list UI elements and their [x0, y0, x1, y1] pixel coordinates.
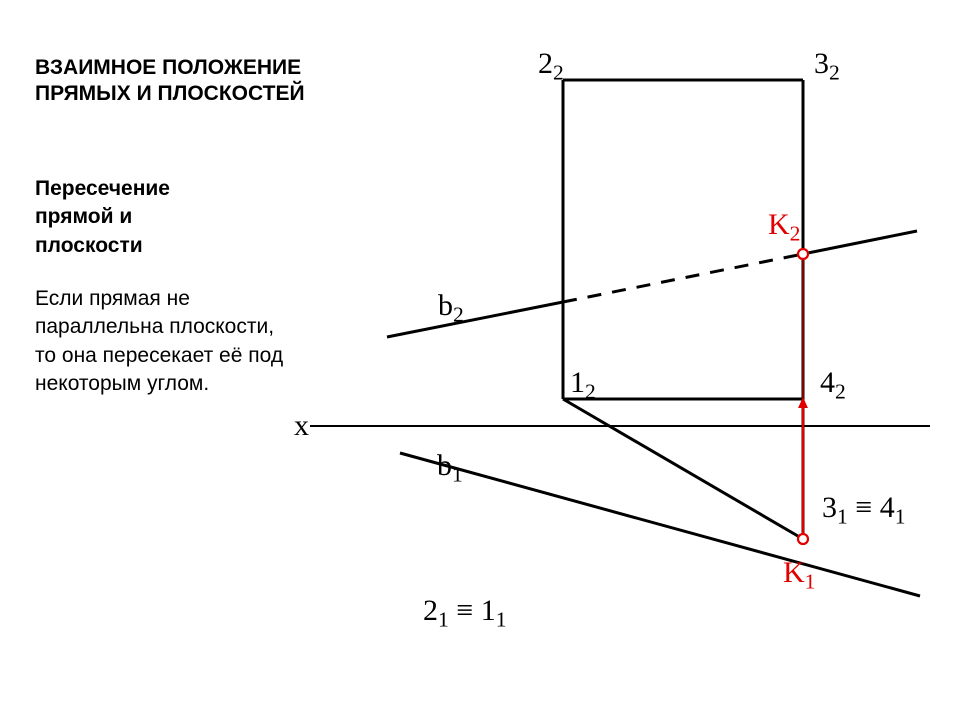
geometry-diagram: 22 32 K2 b2 12 42 x b1 31 ≡ 41K1 21 ≡ 11	[290, 20, 950, 700]
svg-text:b1: b1	[437, 449, 463, 487]
svg-text:42: 42	[820, 366, 846, 404]
svg-text:K2: K2	[768, 208, 800, 246]
svg-text:21 ≡ 11: 21 ≡ 11	[423, 594, 507, 632]
svg-text:31 ≡ 41: 31 ≡ 41	[822, 491, 906, 529]
svg-text:22: 22	[538, 47, 564, 85]
diagram-svg: 22 32 K2 b2 12 42 x b1 31 ≡ 41K1 21 ≡ 11	[290, 20, 950, 700]
svg-text:x: x	[294, 409, 309, 442]
svg-text:32: 32	[814, 47, 840, 85]
body-text: Если прямая не параллельна плоскости, то…	[35, 285, 285, 398]
subtitle: Пересечение прямой и плоскости	[35, 175, 245, 260]
svg-text:K1: K1	[783, 556, 815, 594]
svg-text:12: 12	[570, 366, 596, 404]
svg-text:b2: b2	[438, 289, 464, 327]
